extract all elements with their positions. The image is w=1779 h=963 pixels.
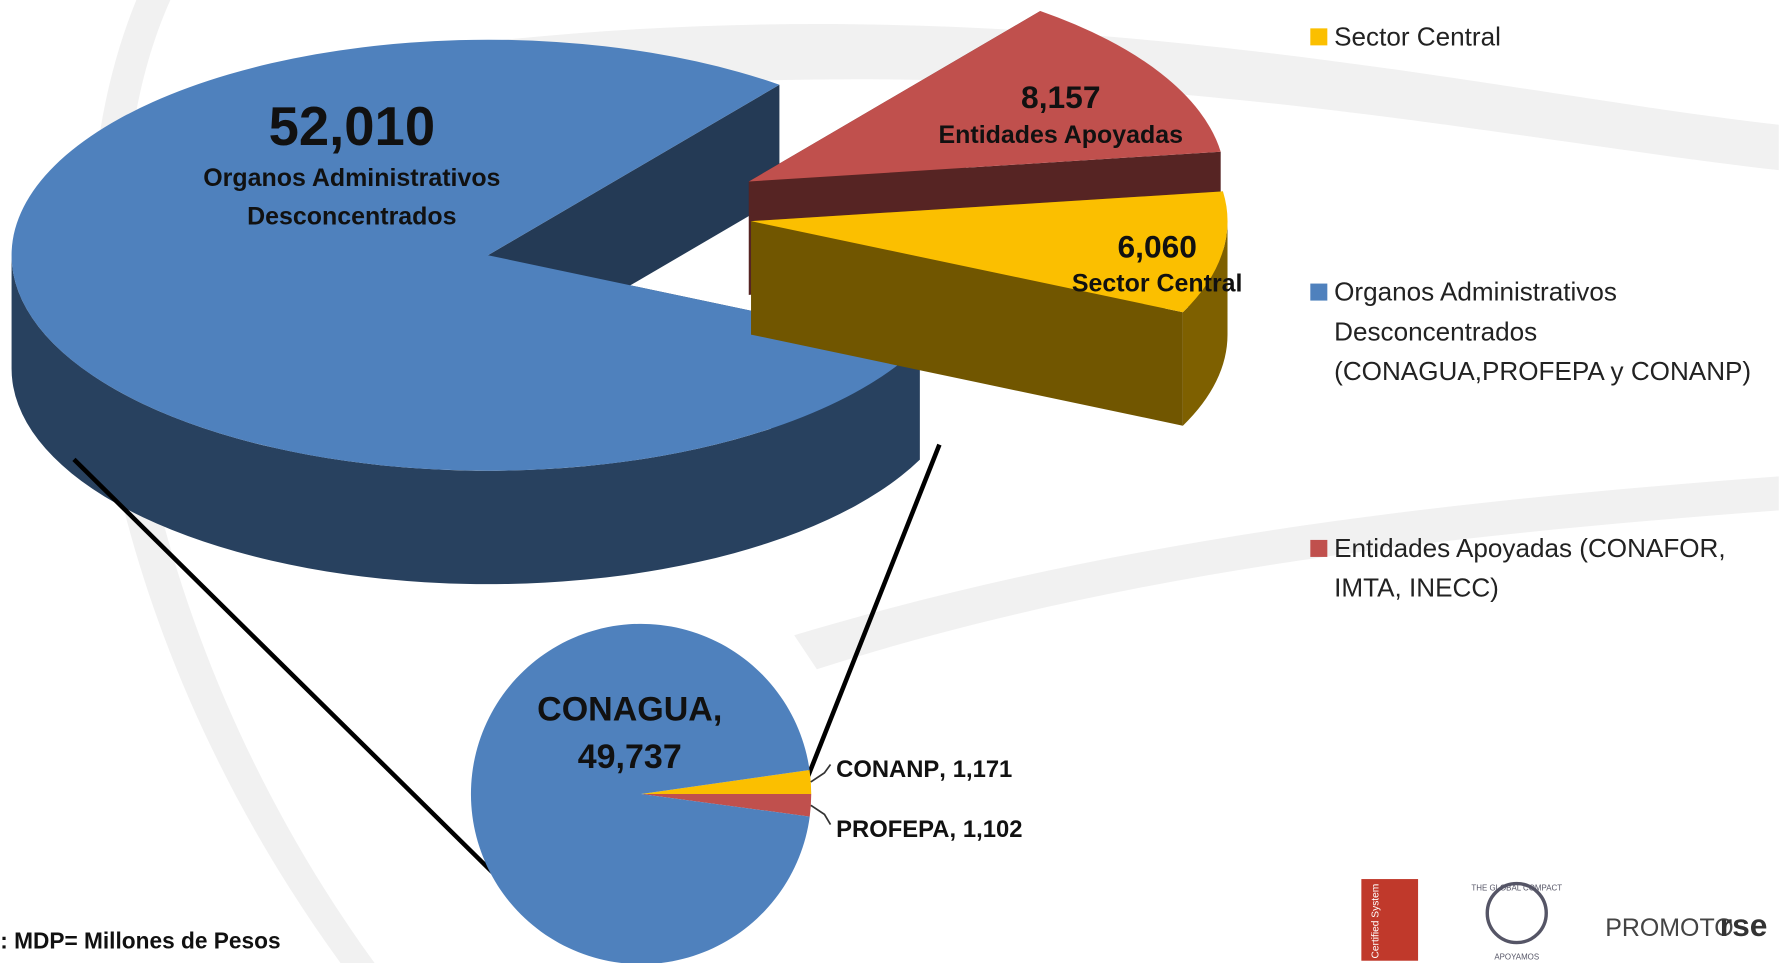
category-label-box: Sector Central [1071,268,1243,298]
data-label: 8,157 [1021,79,1100,115]
legend-label: Sector Central [1334,21,1501,52]
legend-swatch [1310,539,1328,557]
slice [11,39,920,471]
slice-wall [751,221,1183,426]
data-label: CONAGUA, 49,737 [537,690,722,776]
slice [641,770,812,794]
slice [471,623,810,963]
data-label: CONANP, 1,171 [836,756,1012,783]
logo-text: PROMOTO [1605,914,1733,942]
value-label: 1,102 [963,816,1023,843]
connector-line [798,443,942,795]
slice-side [11,255,920,585]
data-label: 6,060 [1117,228,1196,264]
logo-compact [1485,881,1548,945]
legend-label-box: Sector Central [1334,21,1501,52]
category-label: CONANP [836,756,939,783]
label-separator: , [939,756,946,783]
category-label: Sector Central [1071,268,1243,298]
legend-swatch [1310,28,1328,46]
slice [748,11,1221,182]
category-label: CONAGUA [537,690,713,728]
value-label: 1,171 [953,756,1013,783]
logo-text: APOYAMOS [1494,953,1539,962]
legend-label: Organos Administrativos Desconcentrados … [1334,276,1752,386]
legend-label-box: Entidades Apoyadas (CONAFOR, IMTA, INECC… [1334,533,1726,603]
logo-certified [1361,879,1419,961]
legend-label-box: Organos Administrativos Desconcentrados … [1334,276,1752,386]
footnote: : MDP= Millones de Pesos [0,927,280,953]
connector-line [72,457,501,881]
sub-pie: CONAGUA, 49,737 CONANP, 1,171 PROFEPA, 1,102 [471,623,1022,963]
logo-text: Certified System [1370,884,1381,959]
label-separator: , [713,690,722,728]
legend: Sector Central Organos Administrativos De… [1310,21,1752,603]
leader-line [810,804,832,826]
legend-label: Entidades Apoyadas (CONAFOR, IMTA, INECC… [1334,533,1726,603]
legend-swatch [1310,283,1328,301]
category-label-box: Entidades Apoyadas [938,120,1184,149]
value-label: 49,737 [578,738,682,776]
leader-line [810,764,832,783]
slice [751,191,1228,313]
data-label: PROFEPA, 1,102 [836,816,1022,843]
category-label: PROFEPA [836,816,949,843]
label-separator: , [949,816,956,843]
category-label: Organos Administrativos Desconcentrados [203,163,501,231]
logo-text: THE GLOBAL COMPACT [1471,883,1562,892]
logo-text: rse [1720,907,1768,943]
data-label: 52,010 [269,96,436,157]
category-label-box: Organos Administrativos Desconcentrados [203,163,501,231]
slice-side [1182,221,1228,426]
slice [641,793,812,817]
logos: Certified System THE GLOBAL COMPACT APOY… [1361,879,1767,962]
category-label: Entidades Apoyadas [938,120,1184,149]
